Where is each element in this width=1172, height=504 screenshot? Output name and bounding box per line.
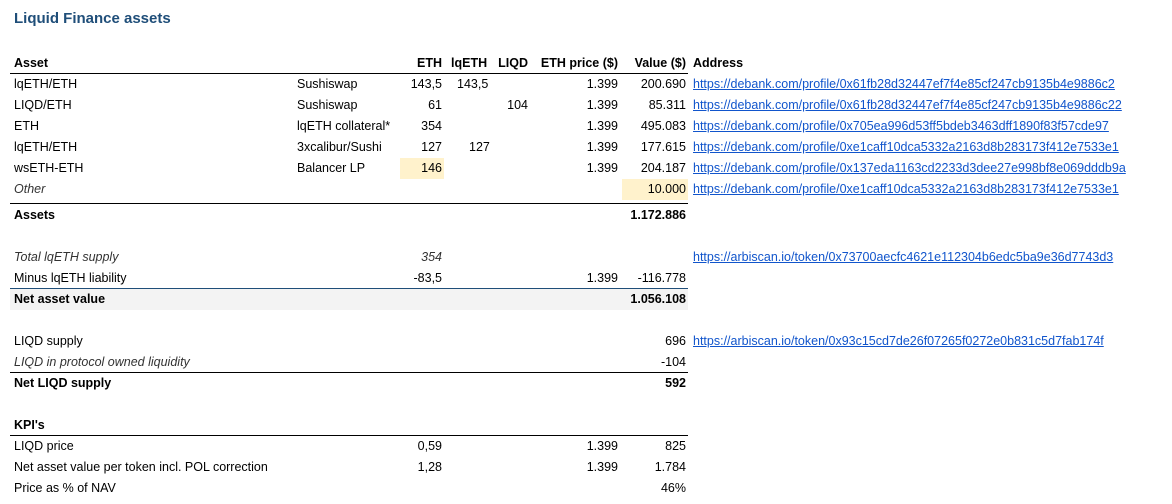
table-row: lqETH/ETH Sushiswap 143,5 143,5 1.399 20…	[0, 74, 1172, 95]
asset-price: 1.399	[586, 119, 618, 133]
liqd-pol-value: -104	[660, 355, 686, 369]
lqeth-liability-eth: -83,5	[413, 271, 443, 285]
asset-address-link[interactable]: https://debank.com/profile/0x61fb28d3244…	[693, 77, 1115, 91]
net-liqd-supply-label: Net LIQD supply	[14, 376, 112, 390]
header-eth-price: ETH price ($)	[540, 56, 618, 70]
net-liqd-supply-row: Net LIQD supply 592	[0, 373, 1172, 394]
asset-price: 1.399	[586, 98, 618, 112]
net-asset-value-label: Net asset value	[14, 292, 106, 306]
kpi-label: Net asset value per token incl. POL corr…	[14, 460, 268, 474]
kpi-rule	[10, 435, 688, 436]
liqd-token-link[interactable]: https://arbiscan.io/token/0x93c15cd7de26…	[693, 334, 1104, 348]
asset-eth: 61	[428, 98, 442, 112]
asset-value: 495.083	[640, 119, 686, 133]
header-asset: Asset	[14, 56, 49, 70]
header-lqeth: lqETH	[451, 56, 488, 70]
lqeth-liability-label: Minus lqETH liability	[14, 271, 127, 285]
asset-address-link[interactable]: https://debank.com/profile/0xe1caff10dca…	[693, 182, 1119, 196]
kpi-value: 825	[665, 439, 686, 453]
header-value: Value ($)	[634, 56, 686, 70]
asset-liqd: 104	[507, 98, 528, 112]
table-row: lqETH/ETH 3xcalibur/Sushi 127 127 1.399 …	[0, 137, 1172, 158]
kpi-price: 1.399	[586, 439, 618, 453]
kpi-label: Price as % of NAV	[14, 481, 116, 495]
asset-eth: 143,5	[410, 77, 442, 91]
kpi-price: 1.399	[586, 460, 618, 474]
liqd-pol-row: LIQD in protocol owned liquidity -104	[0, 352, 1172, 373]
asset-value: 204.187	[640, 161, 686, 175]
asset-value: 200.690	[640, 77, 686, 91]
lqeth-liability-price: 1.399	[586, 271, 618, 285]
table-row: Other 10.000 https://debank.com/profile/…	[0, 179, 1172, 200]
total-lqeth-supply-label: Total lqETH supply	[14, 250, 119, 264]
liqd-supply-value: 696	[665, 334, 686, 348]
asset-eth-highlighted: 146	[400, 158, 444, 179]
asset-venue: Balancer LP	[297, 161, 366, 175]
liqd-supply-label: LIQD supply	[14, 334, 83, 348]
asset-price: 1.399	[586, 77, 618, 91]
asset-address-link[interactable]: https://debank.com/profile/0x705ea996d53…	[693, 119, 1109, 133]
kpi-heading-row: KPI's	[0, 415, 1172, 436]
liqd-pol-label: LIQD in protocol owned liquidity	[14, 355, 190, 369]
asset-address-link[interactable]: https://debank.com/profile/0x137eda1163c…	[693, 161, 1126, 175]
asset-name: ETH	[14, 119, 39, 133]
header-row: Asset ETH lqETH LIQD ETH price ($) Value…	[0, 53, 1172, 74]
asset-eth: 127	[421, 140, 442, 154]
asset-value: 85.311	[648, 98, 686, 112]
table-row: ETH lqETH collateral* 354 1.399 495.083 …	[0, 116, 1172, 137]
net-liqd-supply-value: 592	[665, 376, 686, 390]
asset-venue: Sushiswap	[297, 98, 358, 112]
table-row: LIQD/ETH Sushiswap 61 104 1.399 85.311 h…	[0, 95, 1172, 116]
asset-value-highlighted: 10.000	[622, 179, 688, 200]
assets-rule	[10, 203, 688, 204]
kpi-heading: KPI's	[14, 418, 45, 432]
liqd-rule	[10, 372, 688, 373]
lqeth-liability-value: -116.778	[637, 271, 686, 285]
asset-name: Other	[14, 182, 46, 196]
total-lqeth-supply-row: Total lqETH supply 354 https://arbiscan.…	[0, 247, 1172, 268]
lqeth-liability-row: Minus lqETH liability -83,5 1.399 -116.7…	[0, 268, 1172, 289]
net-asset-value-row: Net asset value 1.056.108	[10, 289, 688, 310]
table-row: wsETH-ETH Balancer LP 146 1.399 204.187 …	[0, 158, 1172, 179]
kpi-eth: 1,28	[417, 460, 442, 474]
kpi-row: LIQD price 0,59 1.399 825	[0, 436, 1172, 457]
asset-price: 1.399	[586, 161, 618, 175]
assets-total-value: 1.172.886	[630, 208, 686, 222]
asset-eth: 354	[421, 119, 442, 133]
header-rule	[10, 73, 688, 74]
assets-total-row: Assets 1.172.886	[0, 205, 1172, 226]
asset-venue: lqETH collateral*	[297, 119, 391, 133]
assets-total-label: Assets	[14, 208, 55, 222]
asset-name: lqETH/ETH	[14, 77, 78, 91]
lqeth-token-link[interactable]: https://arbiscan.io/token/0x73700aecfc46…	[693, 250, 1114, 264]
sheet-title: Liquid Finance assets	[14, 10, 171, 27]
net-asset-value: 1.056.108	[630, 292, 686, 306]
header-address: Address	[693, 56, 744, 70]
kpi-value: 46%	[660, 481, 686, 495]
asset-venue: 3xcalibur/Sushi	[297, 140, 382, 154]
header-liqd: LIQD	[498, 56, 528, 70]
asset-name: lqETH/ETH	[14, 140, 78, 154]
asset-value: 177.615	[640, 140, 686, 154]
kpi-eth: 0,59	[417, 439, 442, 453]
nav-rule	[10, 288, 688, 289]
header-eth: ETH	[417, 56, 442, 70]
asset-lqeth: 143,5	[457, 77, 489, 91]
liqd-supply-row: LIQD supply 696 https://arbiscan.io/toke…	[0, 331, 1172, 352]
kpi-value: 1.784	[654, 460, 686, 474]
asset-address-overflow: 2	[1114, 98, 1122, 112]
kpi-label: LIQD price	[14, 439, 74, 453]
asset-address-link[interactable]: https://debank.com/profile/0x61fb28d3244…	[693, 98, 1115, 112]
asset-price: 1.399	[586, 140, 618, 154]
kpi-row: Net asset value per token incl. POL corr…	[0, 457, 1172, 478]
asset-address-cell: https://debank.com/profile/0x61fb28d3244…	[693, 95, 1163, 116]
asset-name: wsETH-ETH	[14, 161, 84, 175]
total-lqeth-supply-eth: 354	[421, 250, 442, 264]
asset-lqeth: 127	[469, 140, 490, 154]
asset-address-link[interactable]: https://debank.com/profile/0xe1caff10dca…	[693, 140, 1119, 154]
kpi-row: Price as % of NAV 46%	[0, 478, 1172, 499]
asset-name: LIQD/ETH	[14, 98, 72, 112]
asset-venue: Sushiswap	[297, 77, 358, 91]
